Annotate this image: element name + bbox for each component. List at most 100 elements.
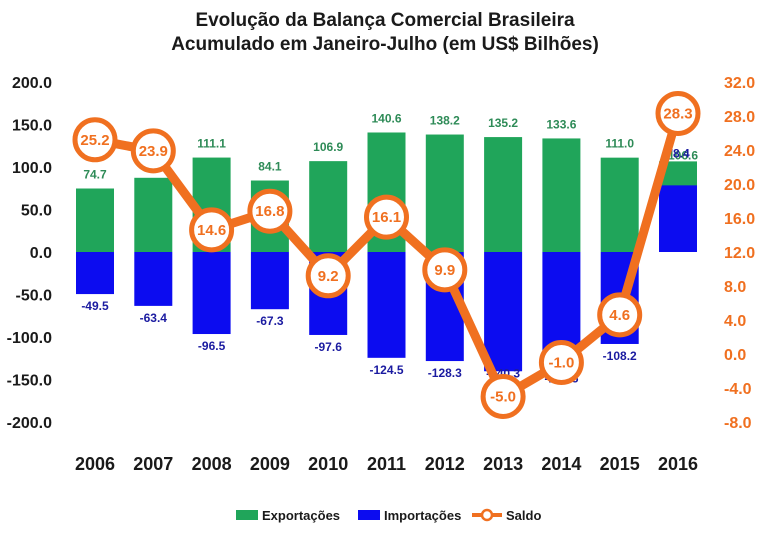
category-label: 2006 — [75, 454, 115, 474]
legend-label-exportacoes: Exportações — [262, 508, 340, 523]
export-bar — [134, 177, 173, 252]
saldo-marker — [597, 292, 643, 338]
category-labels: 2006 2007 2008 2009 2010 2011 2012 2013 2014 2015… — [75, 454, 698, 474]
right-axis: 32.0 28.0 24.0 20.0 16.0 12.0 8.0 4.0 0.0 -4.0 -8.… — [724, 75, 755, 432]
right-tick-label: 28.0 — [724, 109, 755, 126]
export-value-label: 106.6 — [668, 148, 698, 162]
left-axis: 200.0 150.0 100.0 50.0 0.0 -50.0 -100.0 -150.0 -… — [7, 75, 52, 432]
saldo-value-label: 9.2 — [318, 268, 339, 285]
right-tick-label: 16.0 — [724, 211, 755, 228]
left-tick-label: 0.0 — [30, 245, 52, 262]
import-value-label: -97.6 — [315, 340, 343, 354]
category-label: 2015 — [600, 454, 640, 474]
import-value-label: 78.4 — [666, 146, 690, 160]
saldo-value-label: 16.1 — [372, 209, 401, 226]
saldo-value-label: 16.8 — [255, 203, 284, 220]
saldo-marker — [189, 207, 235, 253]
legend-swatch-importacoes — [358, 510, 380, 520]
export-value-label: 138.2 — [430, 114, 460, 128]
saldo-marker — [538, 340, 584, 385]
import-value-label: -49.5 — [81, 299, 109, 313]
left-tick-label: 50.0 — [21, 203, 52, 220]
right-tick-label: 8.0 — [724, 279, 746, 296]
left-tick-label: -100.0 — [7, 330, 52, 347]
import-bar — [484, 252, 523, 372]
import-bar — [250, 252, 289, 310]
right-tick-label: 4.0 — [724, 313, 746, 330]
saldo-marker — [480, 374, 526, 419]
left-tick-label: 200.0 — [12, 75, 52, 92]
category-label: 2008 — [192, 454, 232, 474]
saldo-marker — [655, 90, 701, 136]
legend-swatch-saldo-marker — [480, 508, 494, 522]
import-bar — [134, 252, 173, 306]
saldo-value-label: -1.0 — [548, 355, 574, 372]
saldo-value-label: 28.3 — [663, 105, 692, 122]
legend: Exportações Importações Saldo — [236, 508, 541, 523]
saldo-value-label: 9.9 — [434, 262, 455, 279]
legend-swatch-exportacoes — [236, 510, 258, 520]
export-bar — [600, 157, 639, 252]
category-label: 2012 — [425, 454, 465, 474]
export-bar — [76, 188, 114, 252]
import-value-label: -63.4 — [140, 311, 168, 325]
legend-label-importacoes: Importações — [384, 508, 461, 523]
import-value-label: -108.2 — [603, 349, 637, 363]
category-label: 2016 — [658, 454, 698, 474]
right-tick-label: 20.0 — [724, 177, 755, 194]
saldo-marker — [72, 117, 118, 163]
legend-label-saldo: Saldo — [506, 508, 541, 523]
category-label: 2010 — [308, 454, 348, 474]
import-value-label: -128.3 — [428, 366, 462, 380]
export-value-label: 140.6 — [371, 111, 401, 125]
saldo-value-label: 25.2 — [80, 132, 109, 149]
export-value-label: 135.2 — [488, 116, 518, 130]
saldo-marker — [422, 247, 468, 293]
export-bar — [425, 134, 464, 252]
left-tick-label: -150.0 — [7, 373, 52, 390]
saldo-marker — [247, 188, 293, 234]
right-tick-label: 32.0 — [724, 75, 755, 92]
saldo-value-label: 4.6 — [609, 307, 630, 324]
saldo-value-label: 23.9 — [139, 143, 168, 160]
export-value-label: 133.6 — [546, 117, 576, 131]
import-bar — [659, 185, 697, 252]
saldo-value-label: -5.0 — [490, 389, 516, 406]
left-tick-label: -50.0 — [16, 288, 53, 305]
right-tick-label: 0.0 — [724, 347, 746, 364]
category-label: 2014 — [541, 454, 581, 474]
chart-title-line1: Evolução da Balança Comercial Brasileira — [195, 10, 575, 31]
export-bar — [542, 138, 581, 252]
category-label: 2007 — [133, 454, 173, 474]
export-value-label: 111.1 — [197, 137, 226, 151]
export-value-label: 111.0 — [605, 137, 634, 151]
import-value-label: -67.3 — [256, 314, 284, 328]
export-value-label: 74.7 — [83, 168, 107, 182]
import-value-label: -124.5 — [369, 363, 403, 377]
left-tick-label: 100.0 — [12, 160, 52, 177]
saldo-marker — [305, 253, 351, 299]
export-bar — [309, 161, 348, 252]
chart-title-line2: Acumulado em Janeiro-Julho (em US$ Bilhõ… — [171, 34, 599, 55]
right-tick-label: 24.0 — [724, 143, 755, 160]
category-label: 2011 — [367, 454, 406, 474]
export-bar — [484, 137, 523, 252]
export-value-label: 84.1 — [258, 160, 282, 174]
left-tick-label: -200.0 — [7, 415, 52, 432]
category-label: 2009 — [250, 454, 290, 474]
right-tick-label: -8.0 — [724, 415, 752, 432]
import-bar — [192, 252, 231, 335]
saldo-marker — [364, 194, 409, 240]
saldo-value-label: 14.6 — [197, 222, 226, 239]
export-value-label: 106.9 — [313, 140, 343, 154]
import-bar — [76, 252, 114, 295]
left-tick-label: 150.0 — [12, 118, 52, 135]
right-tick-label: -4.0 — [724, 381, 752, 398]
import-value-label: -96.5 — [198, 339, 226, 353]
import-bar — [367, 252, 406, 358]
saldo-series: 25.2 23.9 14.6 16.8 9.2 16.1 9.9 -5.0 -1.0 4.6 28.… — [72, 90, 701, 419]
right-tick-label: 12.0 — [724, 245, 755, 262]
category-label: 2013 — [483, 454, 523, 474]
saldo-marker — [130, 128, 176, 174]
